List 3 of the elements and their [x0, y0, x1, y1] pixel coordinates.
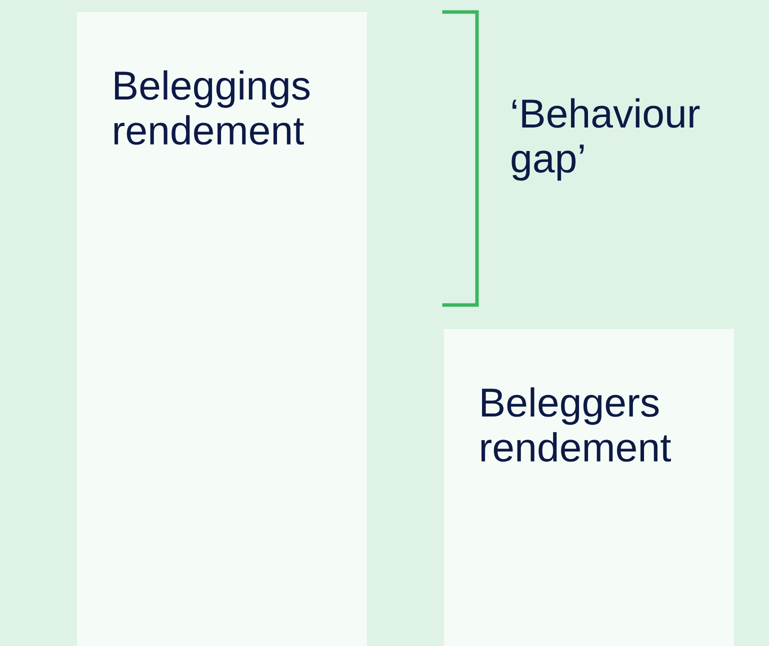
x-tick-label: Beleggers rendement [481, 387, 671, 462]
annotation: ‘Behaviour gap’ [512, 98, 700, 181]
x-tick-label: Beleggings rendement [114, 70, 310, 145]
